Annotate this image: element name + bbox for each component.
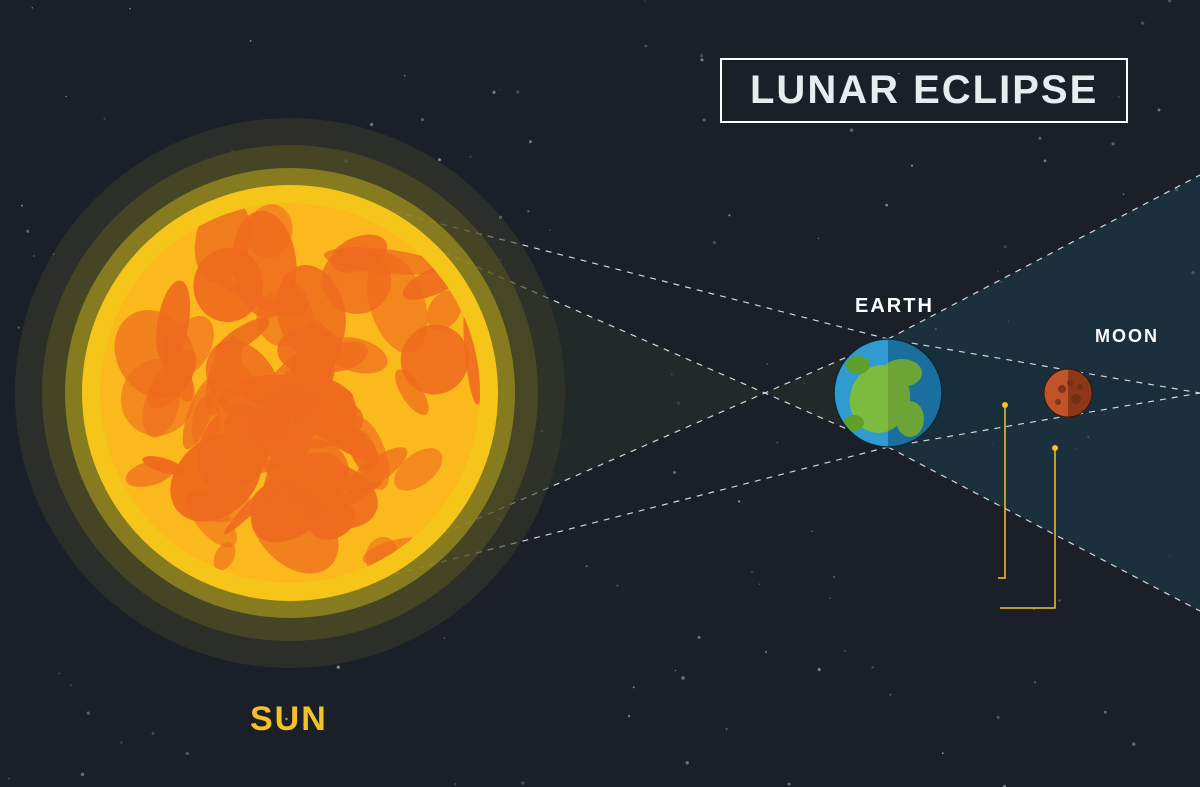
moon-label: MOON [1095, 326, 1159, 347]
title-text: LUNAR ECLIPSE [750, 68, 1098, 112]
sun [15, 118, 565, 668]
lunar-eclipse-diagram: SUNEARTHMOONUMBRAPENUMBRALUNAR ECLIPSE [0, 0, 1200, 787]
title-box: LUNAR ECLIPSE [720, 58, 1128, 123]
sun-label: SUN [250, 700, 328, 739]
earth-label: EARTH [855, 295, 934, 318]
